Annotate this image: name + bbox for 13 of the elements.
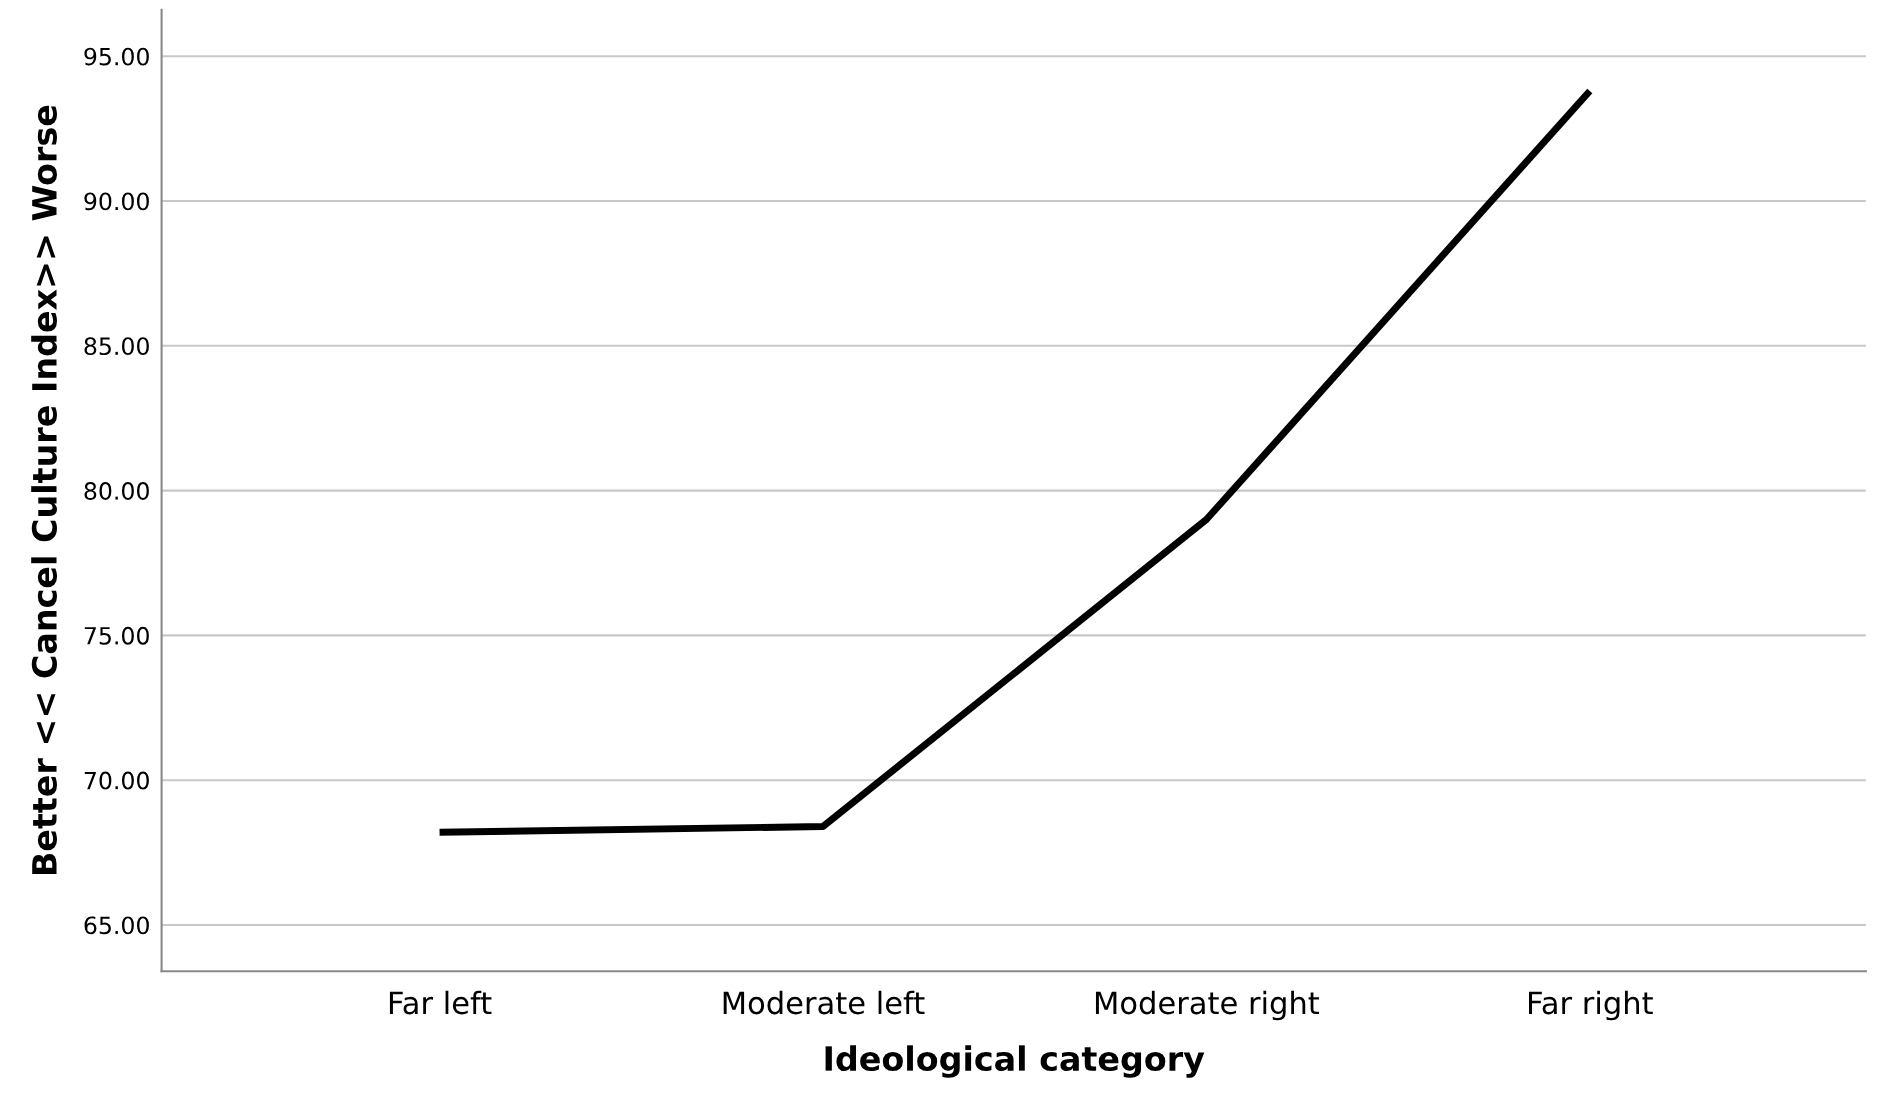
y-tick-label: 90.00 <box>84 192 149 211</box>
x-tick-label: Far right <box>1529 990 1653 1021</box>
y-tick-label: 85.00 <box>84 337 149 356</box>
y-tick-label: 80.00 <box>84 482 149 500</box>
y-tick-label: 65.00 <box>84 916 149 935</box>
y-axis-title: Better << Cancel Culture Index>> Worse <box>31 105 57 874</box>
x-tick-label: Moderate left <box>723 990 925 1015</box>
x-axis-title: Ideological category <box>825 1045 1205 1078</box>
y-tick-label: 75.00 <box>84 626 149 645</box>
x-tick-label: Far left <box>389 990 492 1015</box>
y-tick-label: 95.00 <box>84 47 149 66</box>
y-tick-label: 70.00 <box>84 771 149 790</box>
x-tick-label: Moderate right <box>1095 990 1320 1021</box>
